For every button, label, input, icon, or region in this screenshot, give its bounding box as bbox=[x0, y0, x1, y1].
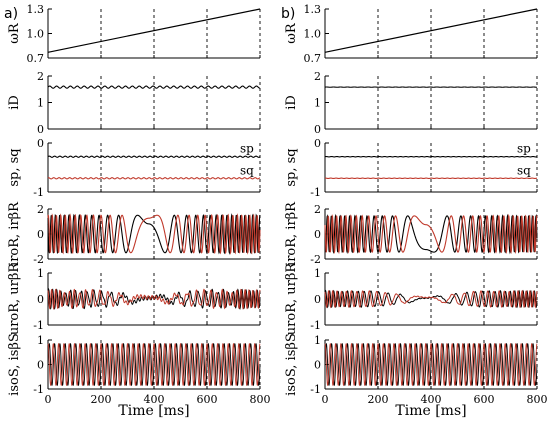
y-tick-label-b-row1: 1.0 bbox=[304, 28, 322, 41]
y-axis-label-a-row5: uroR, urβR bbox=[7, 262, 22, 336]
y-tick-label-a-row5: 0 bbox=[37, 293, 44, 306]
y-tick-label-b-row2: 0 bbox=[314, 123, 321, 136]
y-tick-label-a-row1: 0.7 bbox=[27, 52, 45, 65]
speed-line-b-row1 bbox=[324, 8, 538, 53]
y-tick-label-a-row6: -1 bbox=[33, 383, 44, 396]
sq-annotation-a-row3: sq bbox=[240, 163, 254, 177]
x-axis-label-b: Time [ms] bbox=[395, 403, 466, 419]
sq-annotation-b-row3: sq bbox=[517, 163, 531, 177]
y-axis-label-b-row4: iroR, irβR bbox=[284, 201, 299, 266]
y-tick-label-a-row1: 1.3 bbox=[27, 3, 45, 16]
y-tick-label-a-row6: 1 bbox=[37, 334, 44, 347]
y-tick-label-a-row5: 1 bbox=[37, 267, 44, 280]
y-tick-label-a-row4: 2 bbox=[37, 203, 44, 216]
y-axis-label-a-row6: isoS, isβS bbox=[7, 333, 22, 396]
y-tick-label-b-row5: 0 bbox=[314, 293, 321, 306]
y-tick-label-a-row3: 0 bbox=[37, 137, 44, 150]
is-beta-line-a-row6 bbox=[47, 342, 261, 387]
ir-alpha-line-b-row4 bbox=[324, 213, 538, 255]
y-axis-label-b-row2: iD bbox=[284, 95, 299, 110]
y-tick-label-a-row2: 1 bbox=[37, 97, 44, 110]
y-tick-label-b-row6: 0 bbox=[314, 359, 321, 372]
is-beta-line-b-row6 bbox=[324, 342, 538, 387]
id-line-a-row2 bbox=[47, 85, 261, 89]
y-tick-label-b-row5: 1 bbox=[314, 267, 321, 280]
ir-beta-line-a-row4 bbox=[47, 213, 261, 255]
y-tick-label-b-row6: -1 bbox=[310, 383, 321, 396]
panel-label-b: b) bbox=[281, 6, 295, 22]
x-tick-label-a-row6: 200 bbox=[91, 393, 112, 406]
y-tick-label-b-row5: -1 bbox=[310, 319, 321, 332]
is-alpha-line-b-row6 bbox=[324, 342, 538, 387]
x-axis-label-a: Time [ms] bbox=[118, 403, 189, 419]
y-axis-label-b-row1: ωR bbox=[284, 22, 299, 44]
y-tick-label-b-row4: -2 bbox=[310, 253, 321, 266]
x-tick-label-a-row6: 0 bbox=[45, 393, 52, 406]
y-axis-label-a-row4: iroR, irβR bbox=[7, 201, 22, 266]
ir-beta-line-b-row4 bbox=[324, 213, 538, 255]
is-alpha-line-a-row6 bbox=[47, 342, 261, 387]
x-tick-label-b-row6: 0 bbox=[322, 393, 329, 406]
y-tick-label-a-row6: 0 bbox=[37, 359, 44, 372]
x-tick-label-a-row6: 800 bbox=[250, 393, 271, 406]
y-tick-label-b-row1: 1.3 bbox=[304, 3, 322, 16]
sp-annotation-b-row3: sp bbox=[517, 142, 531, 156]
y-tick-label-a-row4: -2 bbox=[33, 253, 44, 266]
x-tick-label-b-row6: 800 bbox=[527, 393, 548, 406]
x-tick-label-a-row6: 400 bbox=[144, 393, 165, 406]
sp-annotation-a-row3: sp bbox=[240, 142, 254, 156]
x-tick-label-a-row6: 600 bbox=[197, 393, 218, 406]
y-tick-label-b-row4: 0 bbox=[314, 228, 321, 241]
y-axis-label-b-row6: isoS, isβS bbox=[284, 333, 299, 396]
y-tick-label-b-row1: 0.7 bbox=[304, 52, 322, 65]
ur-beta-line-a-row5 bbox=[47, 288, 261, 311]
ur-beta-line-b-row5 bbox=[324, 289, 538, 309]
sq-line-a-row3 bbox=[47, 177, 261, 180]
x-tick-label-b-row6: 600 bbox=[474, 393, 495, 406]
y-axis-label-a-row1: ωR bbox=[7, 22, 22, 44]
x-tick-label-b-row6: 400 bbox=[421, 393, 442, 406]
y-axis-label-a-row2: iD bbox=[7, 95, 22, 110]
y-tick-label-a-row2: 2 bbox=[37, 70, 44, 83]
ir-alpha-line-a-row4 bbox=[47, 213, 261, 255]
y-tick-label-a-row1: 1.0 bbox=[27, 28, 45, 41]
sp-line-a-row3 bbox=[47, 155, 261, 158]
y-axis-label-b-row3: sp, sq bbox=[284, 148, 299, 186]
y-tick-label-a-row2: 0 bbox=[37, 123, 44, 136]
y-tick-label-b-row6: 1 bbox=[314, 334, 321, 347]
x-tick-label-b-row6: 200 bbox=[368, 393, 389, 406]
y-tick-label-b-row3: 0 bbox=[314, 137, 321, 150]
y-tick-label-b-row4: 2 bbox=[314, 203, 321, 216]
y-axis-label-b-row5: uroR, urβR bbox=[284, 262, 299, 336]
y-tick-label-b-row3: -1 bbox=[310, 186, 321, 199]
y-tick-label-b-row2: 1 bbox=[314, 97, 321, 110]
panel-label-a: a) bbox=[4, 6, 18, 22]
y-axis-label-a-row3: sp, sq bbox=[7, 148, 22, 186]
speed-line-a-row1 bbox=[47, 8, 261, 53]
y-tick-label-a-row4: 0 bbox=[37, 228, 44, 241]
y-tick-label-a-row3: -1 bbox=[33, 186, 44, 199]
y-tick-label-a-row5: -1 bbox=[33, 319, 44, 332]
y-tick-label-b-row2: 2 bbox=[314, 70, 321, 83]
